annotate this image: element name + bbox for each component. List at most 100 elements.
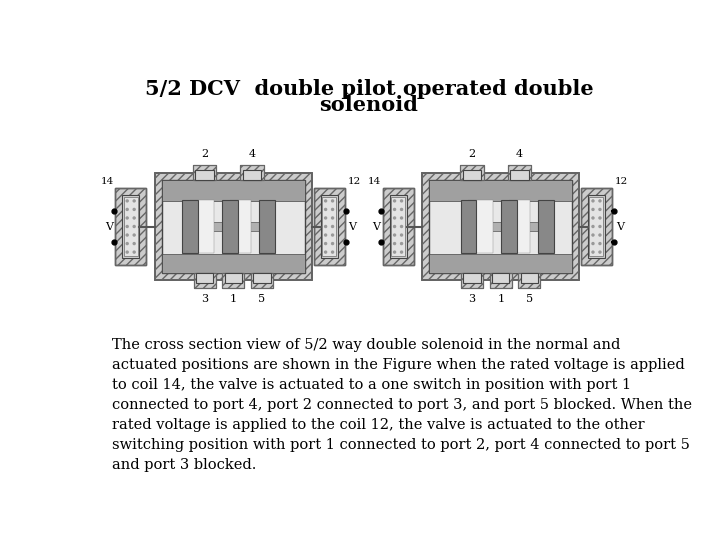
Bar [259, 200, 275, 253]
Bar [518, 273, 540, 288]
Bar [588, 195, 605, 258]
Text: 14: 14 [100, 177, 114, 186]
Bar [429, 180, 572, 201]
Circle shape [400, 234, 402, 236]
Text: 12: 12 [348, 177, 361, 186]
Bar [320, 195, 338, 258]
Text: 5: 5 [258, 294, 266, 304]
Circle shape [599, 200, 601, 202]
Bar [422, 173, 580, 280]
Circle shape [133, 234, 135, 236]
Circle shape [400, 208, 402, 211]
Circle shape [400, 200, 402, 202]
Bar [382, 188, 413, 265]
Bar [194, 273, 215, 288]
Circle shape [394, 234, 395, 236]
Circle shape [394, 217, 395, 219]
Circle shape [133, 242, 135, 245]
Circle shape [126, 226, 128, 227]
Bar [590, 197, 603, 256]
Circle shape [592, 200, 594, 202]
Bar [510, 170, 528, 180]
Circle shape [332, 200, 333, 202]
Circle shape [400, 217, 402, 219]
Bar [314, 188, 345, 265]
Bar [222, 273, 244, 288]
Circle shape [325, 242, 327, 245]
Circle shape [325, 226, 327, 227]
Bar [162, 180, 305, 201]
Bar [508, 165, 531, 180]
Circle shape [332, 217, 333, 219]
Text: V: V [372, 221, 380, 232]
Circle shape [400, 226, 402, 227]
Text: 4: 4 [516, 148, 523, 159]
Circle shape [332, 226, 333, 227]
Circle shape [133, 217, 135, 219]
Bar [189, 222, 267, 231]
Bar [115, 188, 146, 265]
Bar [253, 273, 271, 284]
Bar [460, 165, 484, 180]
Bar [189, 200, 214, 253]
Bar [222, 200, 238, 253]
Circle shape [592, 242, 594, 245]
Bar [429, 180, 572, 273]
Bar [155, 173, 312, 280]
Circle shape [126, 251, 128, 253]
Circle shape [126, 200, 128, 202]
Text: V: V [348, 221, 356, 232]
Circle shape [325, 200, 327, 202]
Bar [162, 180, 305, 273]
Bar [538, 200, 554, 253]
Circle shape [394, 200, 395, 202]
Bar [521, 273, 538, 284]
Circle shape [332, 242, 333, 245]
Circle shape [592, 208, 594, 211]
Circle shape [325, 234, 327, 236]
Text: 5/2 DCV  double pilot operated double: 5/2 DCV double pilot operated double [145, 79, 593, 99]
Bar [251, 273, 273, 288]
Circle shape [592, 217, 594, 219]
Text: solenoid: solenoid [320, 95, 418, 115]
Text: 2: 2 [469, 148, 476, 159]
Bar [181, 200, 197, 253]
Text: 14: 14 [368, 177, 381, 186]
Bar [581, 188, 612, 265]
Bar [500, 200, 516, 253]
Bar [193, 165, 216, 180]
Text: 4: 4 [248, 148, 256, 159]
Circle shape [325, 208, 327, 211]
Bar [464, 273, 481, 284]
Circle shape [394, 251, 395, 253]
Text: 3: 3 [201, 294, 208, 304]
Bar [490, 273, 512, 288]
Bar [461, 273, 483, 288]
Bar [251, 273, 273, 288]
Circle shape [599, 251, 601, 253]
Bar [469, 200, 493, 253]
Circle shape [325, 217, 327, 219]
Bar [382, 188, 413, 265]
Text: 1: 1 [230, 294, 237, 304]
Circle shape [592, 234, 594, 236]
Bar [196, 273, 213, 284]
Text: 2: 2 [201, 148, 208, 159]
Circle shape [126, 208, 128, 211]
Text: 12: 12 [615, 177, 629, 186]
Text: 3: 3 [469, 294, 476, 304]
Circle shape [592, 226, 594, 227]
Text: The cross section view of 5/2 way double solenoid in the normal and
actuated pos: The cross section view of 5/2 way double… [112, 338, 692, 472]
Circle shape [133, 226, 135, 227]
Bar [581, 188, 612, 265]
Bar [124, 197, 138, 256]
Circle shape [400, 242, 402, 245]
Bar [243, 170, 261, 180]
Circle shape [133, 251, 135, 253]
Circle shape [599, 242, 601, 245]
Bar [508, 165, 531, 180]
Bar [115, 188, 146, 265]
Circle shape [133, 208, 135, 211]
Bar [322, 197, 336, 256]
Circle shape [394, 208, 395, 211]
